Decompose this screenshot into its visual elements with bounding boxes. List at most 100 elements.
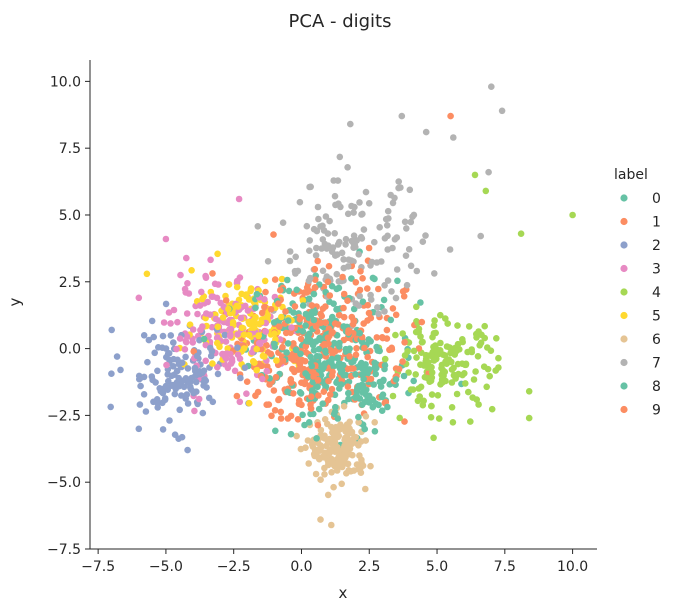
scatter-point-3 [184, 280, 191, 287]
scatter-point-8 [299, 411, 306, 419]
scatter-point-8 [378, 407, 386, 415]
scatter-point-3 [237, 314, 245, 322]
scatter-point-9 [276, 323, 283, 331]
scatter-point-7 [340, 256, 347, 263]
scatter-point-6 [334, 444, 341, 451]
y-tick-label: 10.0 [50, 74, 81, 90]
legend-marker-2 [620, 241, 628, 249]
scatter-point-5 [253, 345, 260, 353]
scatter-point-7 [413, 267, 421, 275]
scatter-point-4 [475, 328, 482, 335]
scatter-point-6 [309, 441, 316, 449]
scatter-point-3 [196, 302, 204, 309]
scatter-point-1 [356, 286, 364, 294]
scatter-point-outlier [498, 107, 506, 115]
scatter-point-1 [339, 273, 346, 281]
scatter-point-3 [214, 363, 221, 371]
scatter-point-9 [302, 343, 310, 350]
scatter-point-3 [243, 390, 250, 398]
scatter-point-9 [324, 278, 332, 286]
scatter-point-2 [150, 333, 157, 341]
scatter-point-6 [343, 470, 350, 477]
scatter-point-7 [336, 153, 344, 161]
scatter-point-7 [401, 218, 409, 226]
scatter-point-1 [258, 362, 266, 370]
scatter-point-4 [493, 335, 500, 342]
scatter-point-1 [322, 319, 329, 327]
scatter-point-1 [365, 244, 373, 252]
scatter-point-1 [352, 279, 360, 286]
scatter-point-outlier [517, 230, 525, 237]
x-ticks: −7.5 −5.0 −2.5 0.0 2.5 5.0 7.5 10.0 [81, 549, 588, 575]
scatter-point-4 [474, 353, 482, 360]
scatter-point-1 [418, 318, 426, 326]
scatter-point-4 [470, 376, 478, 383]
scatter-point-0 [335, 360, 343, 367]
scatter-point-7 [409, 213, 416, 220]
scatter-point-7 [328, 248, 336, 255]
scatter-point-2 [161, 395, 169, 402]
y-tick-label: 0.0 [59, 342, 81, 358]
scatter-point-1 [287, 329, 294, 337]
scatter-point-6 [348, 440, 356, 448]
scatter-point-2 [191, 364, 199, 372]
scatter-point-1 [263, 401, 271, 409]
scatter-point-6 [357, 438, 365, 445]
scatter-point-2 [154, 367, 161, 375]
scatter-point-5 [271, 330, 278, 337]
scatter-point-0 [305, 295, 313, 303]
scatter-point-0 [302, 310, 310, 318]
scatter-point-1 [364, 285, 371, 292]
scatter-point-8 [355, 413, 362, 421]
scatter-point-7 [384, 207, 392, 215]
scatter-point-4 [412, 371, 420, 378]
scatter-point-4 [417, 383, 425, 391]
scatter-point-9 [373, 334, 381, 341]
scatter-point-5 [273, 357, 280, 364]
scatter-point-6 [371, 419, 379, 426]
scatter-point-1 [270, 387, 278, 394]
scatter-point-5 [238, 324, 246, 332]
scatter-point-9 [254, 388, 262, 396]
scatter-point-1 [277, 415, 285, 422]
scatter-point-0 [307, 353, 315, 361]
scatter-point-1 [314, 257, 322, 265]
scatter-point-2 [176, 406, 183, 414]
scatter-point-5 [245, 331, 253, 339]
scatter-point-2 [241, 364, 249, 372]
scatter-point-1 [389, 305, 397, 312]
scatter-point-1 [347, 365, 355, 372]
scatter-point-7 [388, 288, 395, 295]
scatter-point-3 [212, 315, 220, 323]
scatter-point-8 [330, 363, 337, 370]
x-tick-label: −7.5 [81, 559, 115, 575]
scatter-point-3 [276, 336, 284, 343]
scatter-point-2 [144, 358, 151, 366]
scatter-point-5 [299, 297, 307, 304]
scatter-point-1 [399, 358, 406, 365]
scatter-point-5 [253, 366, 260, 374]
scatter-point-4 [420, 362, 428, 369]
scatter-point-7 [336, 238, 343, 246]
scatter-point-1 [346, 353, 353, 360]
scatter-point-7 [313, 227, 321, 235]
scatter-point-5 [188, 267, 195, 274]
scatter-point-9 [301, 357, 309, 365]
scatter-point-0 [252, 304, 259, 312]
scatter-point-9 [267, 350, 275, 358]
scatter-point-1 [360, 320, 368, 327]
scatter-point-0 [271, 340, 278, 348]
scatter-point-7 [326, 217, 333, 225]
scatter-point-8 [308, 387, 316, 394]
scatter-point-0 [302, 370, 309, 377]
scatter-point-9 [395, 365, 403, 373]
scatter-point-4 [459, 336, 466, 343]
scatter-point-1 [367, 314, 375, 322]
scatter-point-4 [434, 392, 442, 399]
scatter-point-7 [315, 215, 322, 223]
scatter-point-8 [305, 419, 313, 426]
scatter-point-4 [435, 415, 443, 422]
scatter-point-2 [234, 344, 241, 352]
scatter-point-4 [473, 396, 481, 403]
scatter-point-0 [308, 362, 316, 370]
